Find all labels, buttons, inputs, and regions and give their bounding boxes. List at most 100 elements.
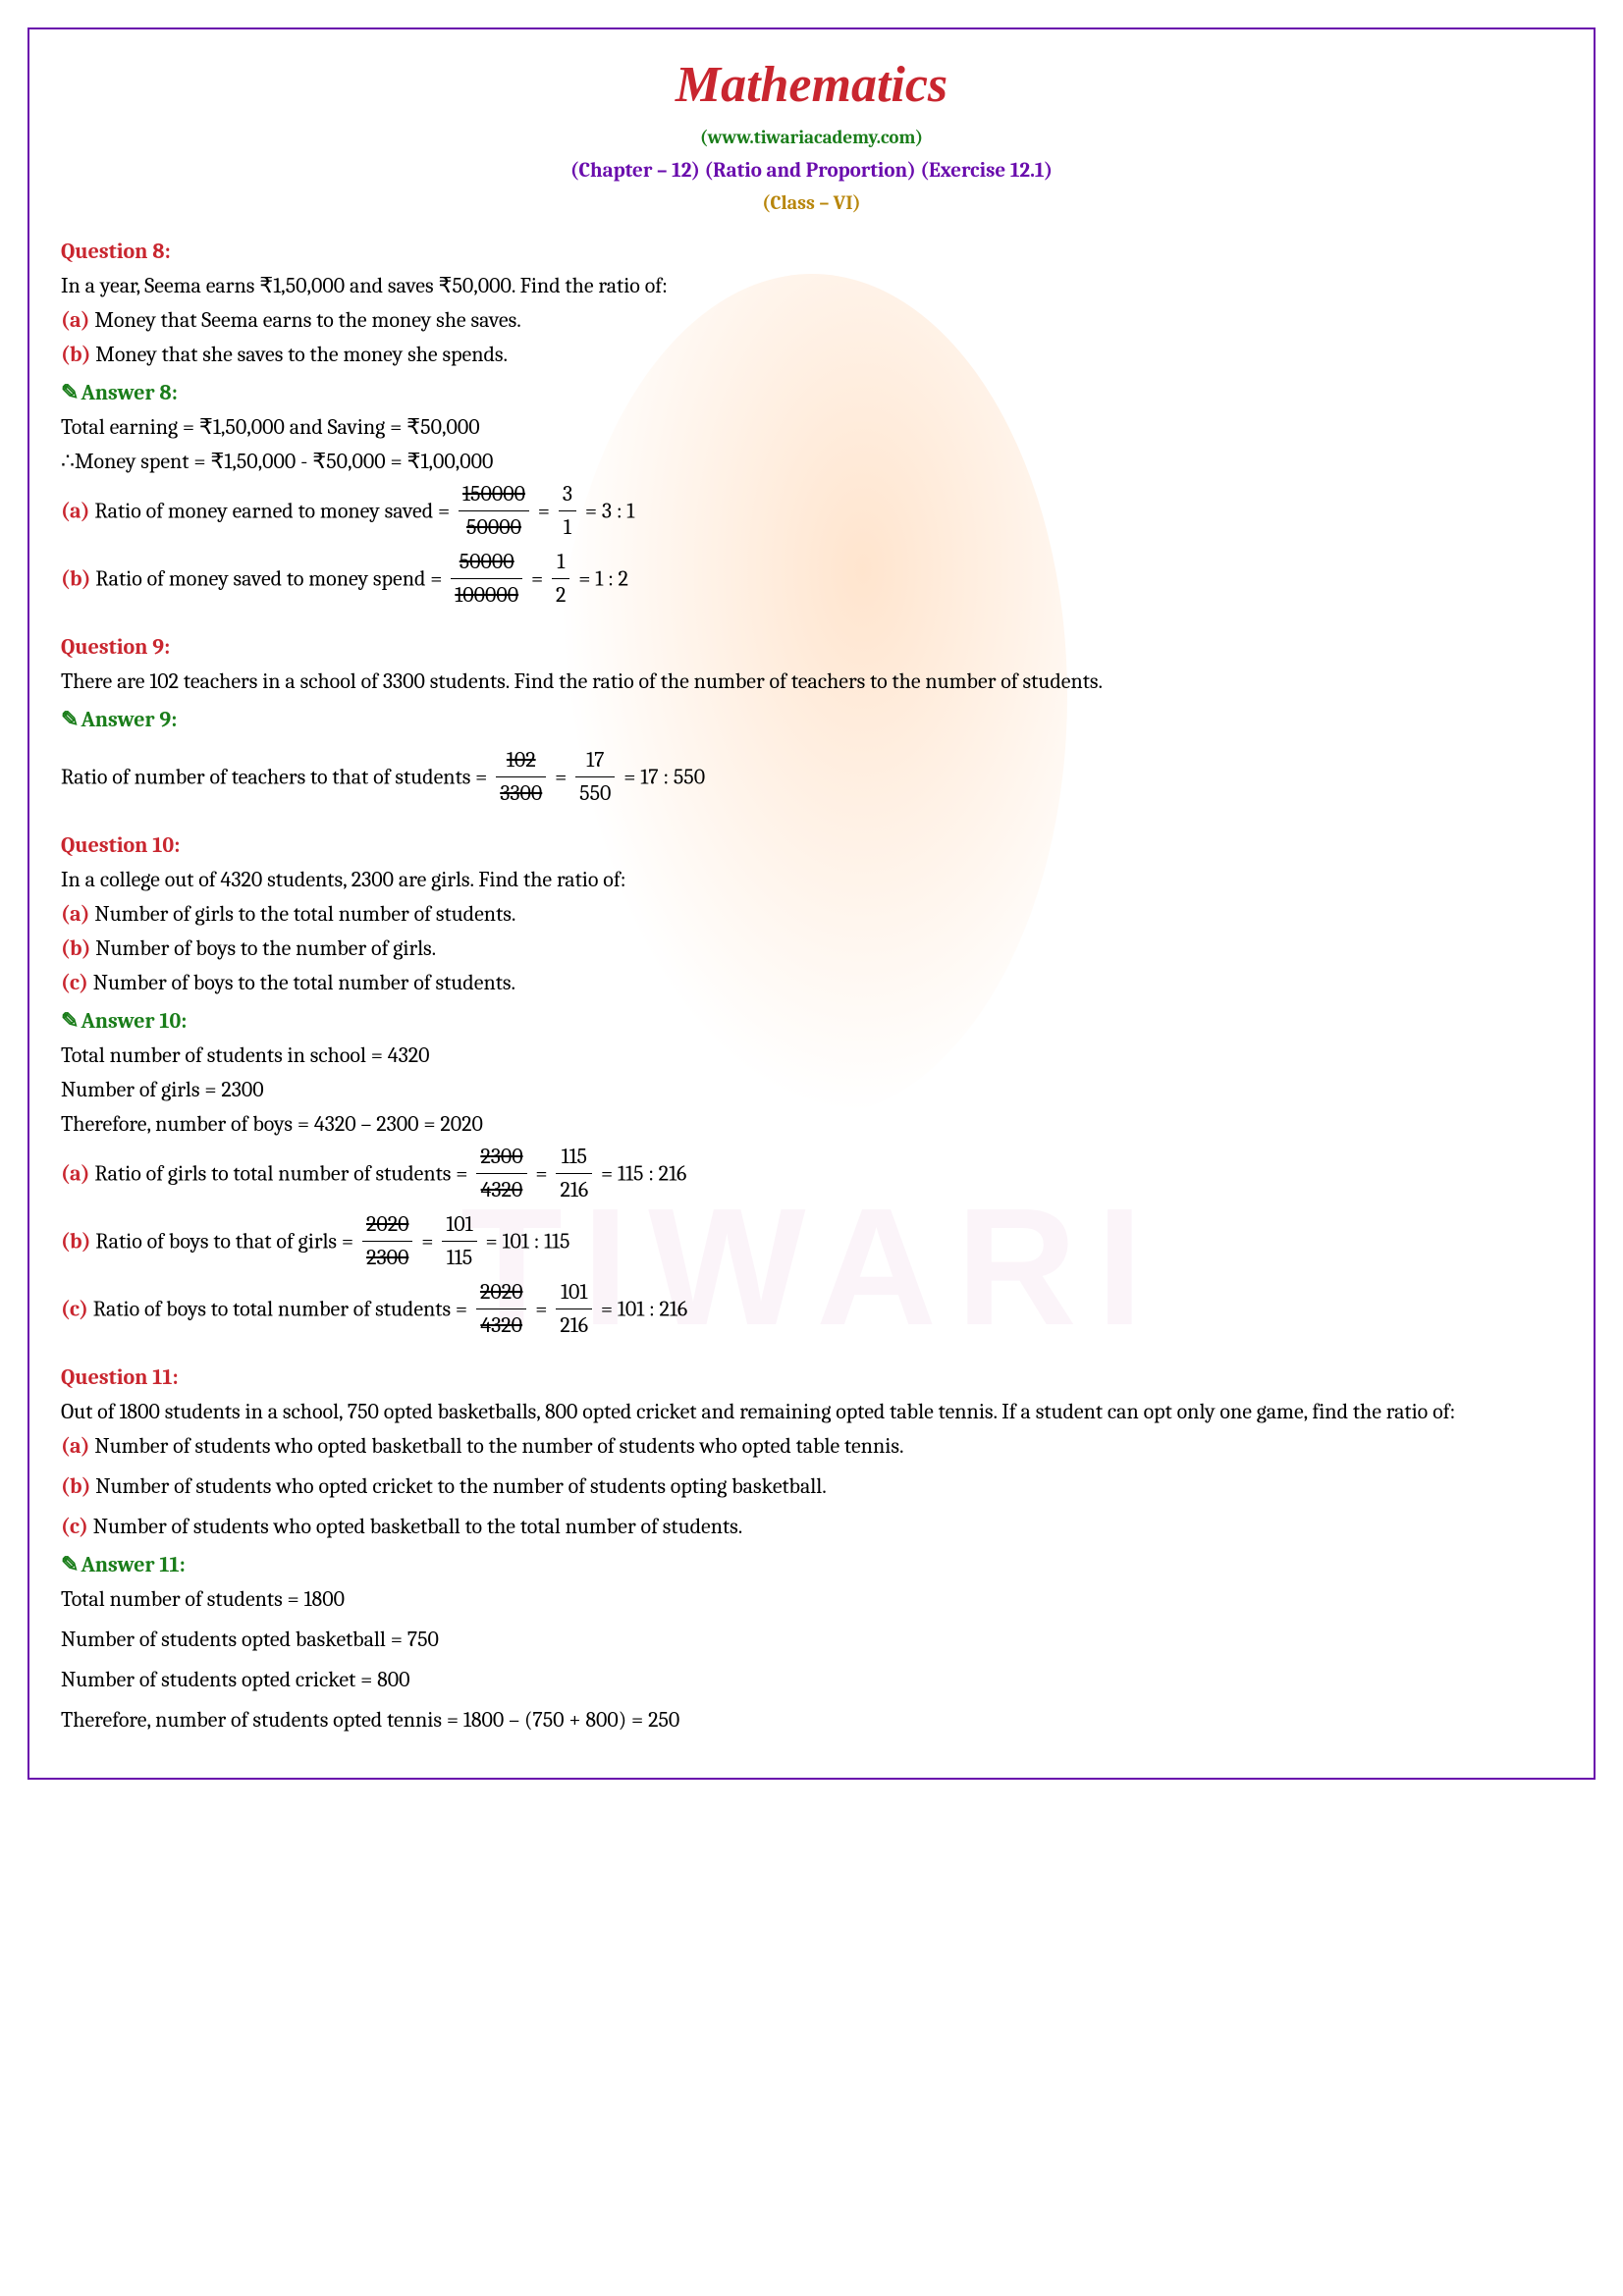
fraction: 15000050000 [459,478,529,544]
page-title: Mathematics [61,47,1562,124]
denominator: 4320 [476,1174,526,1206]
fraction: 23004320 [476,1141,526,1206]
denominator: 216 [556,1309,592,1342]
answer-10-rc: (c) Ratio of boys to total number of stu… [61,1278,1562,1344]
question-11-c: (c) Number of students who opted basketb… [61,1511,1562,1543]
option-c-label: (c) [61,970,93,995]
chapter-line: (Chapter – 12) (Ratio and Proportion) (E… [61,156,1562,187]
option-c-label: (c) [61,1297,93,1322]
numerator: 50000 [451,546,522,579]
content-body: Mathematics (www.tiwariacademy.com) (Cha… [61,47,1562,1736]
answer-11-text: Answer 11: [81,1552,185,1577]
page-border: TIWARI Mathematics (www.tiwariacademy.co… [27,27,1596,1780]
q9-r-post: = 17 : 550 [619,765,705,790]
option-b-label: (b) [61,342,95,367]
answer-8-ra: (a) Ratio of money earned to money saved… [61,480,1562,546]
numerator: 101 [442,1208,476,1242]
q10-ra-pre: Ratio of girls to total number of studen… [94,1161,472,1187]
q10-a-text: Number of girls to the total number of s… [94,901,515,927]
question-9-label: Question 9: [61,631,1562,664]
question-10-label: Question 10: [61,829,1562,862]
fraction: 115216 [556,1141,592,1206]
pen-icon: ✎ [61,1549,79,1581]
option-c-label: (c) [61,1514,93,1539]
answer-8-text: Answer 8: [81,380,177,405]
q10-rc-post: = 101 : 216 [596,1297,687,1322]
q10-ra-post: = 115 : 216 [596,1161,686,1187]
question-10-a: (a) Number of girls to the total number … [61,898,1562,931]
denominator: 1 [559,511,576,544]
option-b-label: (b) [61,935,95,961]
option-a-label: (a) [61,1161,94,1187]
numerator: 2020 [476,1276,527,1309]
answer-10-ra: (a) Ratio of girls to total number of st… [61,1143,1562,1208]
answer-10-line2: Number of girls = 2300 [61,1074,1562,1106]
fraction: 17550 [575,744,615,810]
pen-icon: ✎ [61,1005,79,1038]
answer-9-text: Answer 9: [81,707,177,732]
q11-c-text: Number of students who opted basketball … [93,1514,743,1539]
q8-b-text: Money that she saves to the money she sp… [95,342,508,367]
fraction: 101115 [442,1208,476,1274]
answer-11-line4: Therefore, number of students opted tenn… [61,1704,1562,1736]
answer-10-label: ✎Answer 10: [61,1005,1562,1038]
class-line: (Class – VI) [61,188,1562,218]
fraction: 20202300 [362,1208,413,1274]
q10-rc-pre: Ratio of boys to total number of student… [93,1297,472,1322]
question-10-b: (b) Number of boys to the number of girl… [61,933,1562,965]
q10-b-text: Number of boys to the number of girls. [95,935,436,961]
q11-a-text: Number of students who opted basketball … [94,1433,903,1459]
option-a-label: (a) [61,499,94,524]
answer-8-label: ✎Answer 8: [61,377,1562,409]
q8-a-text: Money that Seema earns to the money she … [94,307,520,333]
numerator: 115 [556,1141,592,1174]
denominator: 4320 [476,1309,527,1342]
question-8-text: In a year, Seema earns ₹1,50,000 and sav… [61,270,1562,302]
question-11-a: (a) Number of students who opted basketb… [61,1430,1562,1463]
q8-rb-pre: Ratio of money saved to money spend = [95,566,447,592]
numerator: 101 [556,1276,592,1309]
pen-icon: ✎ [61,704,79,736]
pen-icon: ✎ [61,377,79,409]
option-b-label: (b) [61,566,95,592]
denominator: 2300 [362,1242,413,1274]
numerator: 150000 [459,478,529,511]
answer-8-rb: (b) Ratio of money saved to money spend … [61,548,1562,614]
denominator: 3300 [496,777,546,810]
fraction: 31 [559,478,576,544]
question-10-text: In a college out of 4320 students, 2300 … [61,864,1562,896]
numerator: 17 [575,744,615,777]
question-8-b: (b) Money that she saves to the money sh… [61,339,1562,371]
answer-10-text: Answer 10: [81,1008,187,1034]
denominator: 100000 [451,579,522,612]
fraction: 12 [552,546,569,612]
website-line: (www.tiwariacademy.com) [61,124,1562,152]
answer-11-line2: Number of students opted basketball = 75… [61,1624,1562,1656]
answer-8-line2: ∴Money spent = ₹1,50,000 - ₹50,000 = ₹1,… [61,446,1562,478]
numerator: 102 [496,744,546,777]
q8-rb-post: = 1 : 2 [573,566,627,592]
answer-9-label: ✎Answer 9: [61,704,1562,736]
option-a-label: (a) [61,901,94,927]
denominator: 550 [575,777,615,810]
answer-10-line1: Total number of students in school = 432… [61,1040,1562,1072]
question-8-label: Question 8: [61,236,1562,268]
question-11-label: Question 11: [61,1362,1562,1394]
answer-11-label: ✎Answer 11: [61,1549,1562,1581]
q9-r-pre: Ratio of number of teachers to that of s… [61,765,492,790]
numerator: 2020 [362,1208,413,1242]
denominator: 50000 [459,511,529,544]
option-a-label: (a) [61,307,94,333]
q8-ra-pre: Ratio of money earned to money saved = [94,499,455,524]
q10-c-text: Number of boys to the total number of st… [93,970,515,995]
question-8-a: (a) Money that Seema earns to the money … [61,304,1562,337]
question-9-text: There are 102 teachers in a school of 33… [61,666,1562,698]
denominator: 2 [552,579,569,612]
q8-ra-post: = 3 : 1 [580,499,634,524]
q10-rb-pre: Ratio of boys to that of girls = [95,1229,358,1255]
question-10-c: (c) Number of boys to the total number o… [61,967,1562,999]
fraction: 20204320 [476,1276,527,1342]
numerator: 2300 [476,1141,526,1174]
answer-11-line1: Total number of students = 1800 [61,1583,1562,1616]
question-11-b: (b) Number of students who opted cricket… [61,1470,1562,1503]
